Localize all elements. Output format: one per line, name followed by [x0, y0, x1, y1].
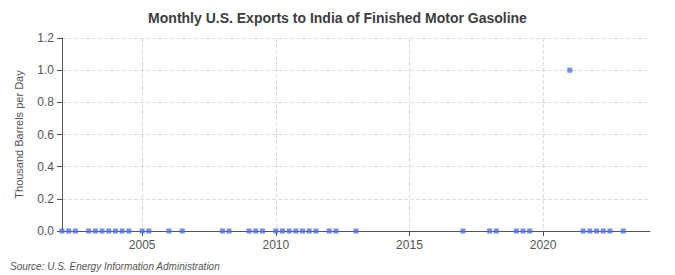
- svg-text:2005: 2005: [129, 238, 156, 252]
- svg-text:2010: 2010: [262, 238, 289, 252]
- svg-text:Source: U.S. Energy Informatio: Source: U.S. Energy Information Administ…: [10, 261, 220, 272]
- svg-text:0.4: 0.4: [37, 160, 54, 174]
- svg-text:0.8: 0.8: [37, 95, 54, 109]
- svg-text:2020: 2020: [530, 238, 557, 252]
- svg-text:0.2: 0.2: [37, 192, 54, 206]
- svg-text:1.2: 1.2: [37, 31, 54, 45]
- svg-text:Thousand Barrels per Day: Thousand Barrels per Day: [13, 70, 25, 199]
- svg-text:0.0: 0.0: [37, 224, 54, 238]
- svg-text:0.6: 0.6: [37, 128, 54, 142]
- svg-text:2015: 2015: [396, 238, 423, 252]
- svg-text:1.0: 1.0: [37, 63, 54, 77]
- svg-text:Monthly U.S. Exports to India: Monthly U.S. Exports to India of Finishe…: [148, 10, 527, 26]
